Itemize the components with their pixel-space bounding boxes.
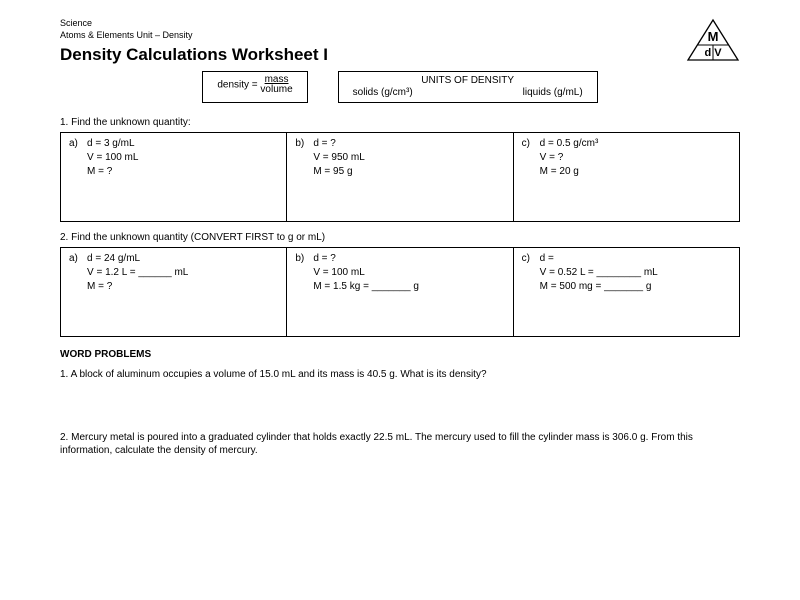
q2-cell-b: b) d = ? V = 100 mL M = 1.5 kg = _______… — [287, 248, 513, 336]
q2c-line-3: M = 500 mg = _______ g — [540, 280, 731, 294]
density-formula-box: density = mass volume — [202, 71, 307, 103]
q2b-line-3: M = 1.5 kg = _______ g — [313, 280, 504, 294]
q1c-line-2: V = ? — [540, 151, 731, 165]
q2-cell-a: a) d = 24 g/mL V = 1.2 L = ______ mL M =… — [61, 248, 287, 336]
q2c-line-1: d = — [540, 252, 731, 266]
question-1-grid: a) d = 3 g/mL V = 100 mL M = ? b) d = ? … — [60, 132, 740, 222]
header-line-2: Atoms & Elements Unit – Density — [60, 30, 740, 42]
q1-cell-a: a) d = 3 g/mL V = 100 mL M = ? — [61, 133, 287, 221]
formula-row: density = mass volume UNITS OF DENSITY s… — [60, 71, 740, 103]
q2-cell-c: c) d = V = 0.52 L = ________ mL M = 500 … — [514, 248, 739, 336]
q2b-line-2: V = 100 mL — [313, 266, 504, 280]
word-problem-1: 1. A block of aluminum occupies a volume… — [60, 368, 740, 381]
worksheet-title: Density Calculations Worksheet I — [60, 45, 740, 65]
word-problems-heading: WORD PROBLEMS — [60, 349, 740, 360]
units-heading: UNITS OF DENSITY — [353, 75, 583, 87]
q1a-line-3: M = ? — [87, 165, 278, 179]
word-problem-2: 2. Mercury metal is poured into a gradua… — [60, 431, 740, 457]
q1a-label: a) — [69, 137, 78, 151]
q1c-line-1: d = 0.5 g/cm³ — [540, 137, 731, 151]
q2a-line-3: M = ? — [87, 280, 278, 294]
header-line-1: Science — [60, 18, 740, 30]
q1a-line-1: d = 3 g/mL — [87, 137, 278, 151]
q2c-label: c) — [522, 252, 530, 266]
q2b-label: b) — [295, 252, 304, 266]
triangle-mass-label: M — [708, 29, 719, 44]
q1a-line-2: V = 100 mL — [87, 151, 278, 165]
q2c-line-2: V = 0.52 L = ________ mL — [540, 266, 731, 280]
q1c-label: c) — [522, 137, 530, 151]
q1b-line-2: V = 950 mL — [313, 151, 504, 165]
question-2-grid: a) d = 24 g/mL V = 1.2 L = ______ mL M =… — [60, 247, 740, 337]
q2a-line-1: d = 24 g/mL — [87, 252, 278, 266]
q1c-line-3: M = 20 g — [540, 165, 731, 179]
density-triangle-icon: M d V — [686, 18, 740, 62]
q2a-line-2: V = 1.2 L = ______ mL — [87, 266, 278, 280]
q2a-label: a) — [69, 252, 78, 266]
q2b-line-1: d = ? — [313, 252, 504, 266]
q1-cell-b: b) d = ? V = 950 mL M = 95 g — [287, 133, 513, 221]
course-header: Science Atoms & Elements Unit – Density — [60, 18, 740, 41]
units-solids: solids (g/cm³) — [353, 87, 413, 99]
q1b-label: b) — [295, 137, 304, 151]
q1-cell-c: c) d = 0.5 g/cm³ V = ? M = 20 g — [514, 133, 739, 221]
formula-label: density = — [217, 80, 257, 91]
triangle-dv-label: d V — [704, 47, 722, 59]
units-box: UNITS OF DENSITY solids (g/cm³) liquids … — [338, 71, 598, 103]
q1b-line-1: d = ? — [313, 137, 504, 151]
q1b-line-3: M = 95 g — [313, 165, 504, 179]
question-2-prompt: 2. Find the unknown quantity (CONVERT FI… — [60, 232, 740, 243]
question-1-prompt: 1. Find the unknown quantity: — [60, 117, 740, 128]
formula-denominator: volume — [260, 84, 292, 95]
units-liquids: liquids (g/mL) — [523, 87, 583, 99]
